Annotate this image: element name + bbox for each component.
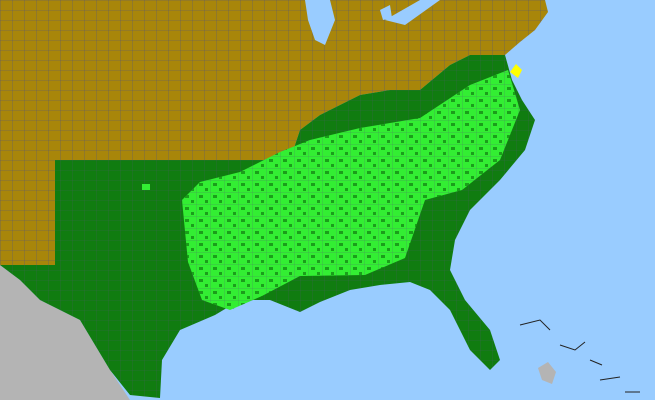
highlighted-counties-texture [182, 70, 520, 310]
bahamas-islands [519, 319, 640, 393]
lake-michigan [305, 0, 335, 45]
region-outside-range-grid [0, 0, 548, 265]
highlighted-county [142, 184, 150, 190]
special-counties [510, 64, 522, 78]
mexico-region [0, 265, 130, 400]
lake-huron [380, 5, 392, 20]
island [538, 362, 556, 384]
lake-erie [385, 0, 440, 25]
